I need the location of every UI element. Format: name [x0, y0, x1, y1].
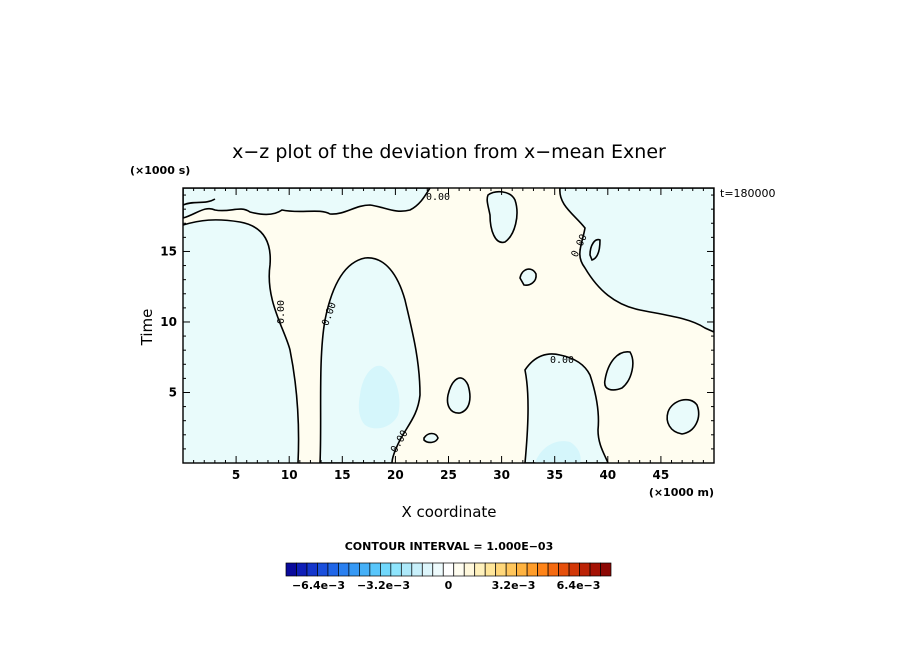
- colorbar-tick-label: 6.4e−3: [557, 579, 601, 592]
- x-tick-label: 25: [440, 468, 457, 482]
- negative-island-2: [666, 398, 700, 435]
- colorbar-swatch: [359, 562, 371, 577]
- negative-island-3: [603, 351, 634, 391]
- negative-region-top-left: [183, 188, 431, 219]
- colorbar-tick-label: −6.4e−3: [292, 579, 345, 592]
- colorbar-swatch: [600, 562, 612, 577]
- colorbar-swatch: [495, 562, 507, 577]
- colorbar-swatch: [380, 562, 392, 577]
- x-tick-label: 35: [546, 468, 563, 482]
- colorbar-swatch: [421, 562, 434, 577]
- x-tick-label: 40: [599, 468, 616, 482]
- colorbar: [285, 562, 612, 577]
- chart-title: x−z plot of the deviation from x−mean Ex…: [232, 141, 666, 163]
- negative-region-top-right: [559, 188, 714, 333]
- colorbar-tick-label: 3.2e−3: [492, 579, 536, 592]
- colorbar-swatch: [589, 562, 601, 577]
- zero-contour-1: [183, 219, 300, 463]
- x-tick-label: 30: [493, 468, 510, 482]
- colorbar-swatch: [547, 562, 559, 577]
- zero-contour-2: [183, 198, 216, 206]
- x-units-label: (×1000 m): [649, 486, 714, 499]
- colorbar-swatch: [400, 562, 413, 577]
- colorbar-swatch: [568, 562, 580, 577]
- colorbar-swatch: [442, 562, 455, 577]
- colorbar-swatch: [558, 562, 570, 577]
- colorbar-swatch: [484, 562, 497, 577]
- colorbar-swatch: [285, 562, 297, 577]
- colorbar-swatch: [327, 562, 339, 577]
- negative-region-lower-right: [524, 353, 609, 463]
- negative-region-col: [183, 219, 299, 463]
- colorbar-swatch: [537, 562, 549, 577]
- colorbar-swatch: [369, 562, 381, 577]
- colorbar-swatch: [505, 562, 517, 577]
- colorbar-swatch: [348, 562, 360, 577]
- colorbar-swatch: [579, 562, 591, 577]
- colorbar-swatch: [526, 562, 538, 577]
- negative-island-6: [589, 238, 601, 261]
- colorbar-swatch: [411, 562, 423, 577]
- x-axis-title: X coordinate: [401, 503, 496, 521]
- y-units-label: (×1000 s): [130, 164, 190, 177]
- contour-label-6: 0.00: [550, 355, 574, 366]
- colorbar-swatch: [338, 562, 350, 577]
- colorbar-swatch: [317, 562, 329, 577]
- colorbar-tick-label: 0: [445, 579, 453, 592]
- colorbar-swatch: [432, 562, 444, 577]
- x-tick-label: 5: [232, 468, 240, 482]
- axes: 5 10 15 20 25 30 35 40 45 5 10 15: [160, 188, 714, 482]
- colorbar-swatch: [474, 562, 486, 577]
- colorbar-ticks: −6.4e−3 −3.2e−3 0 3.2e−3 6.4e−3: [292, 579, 600, 592]
- timestamp-label: t=180000: [720, 187, 776, 200]
- zero-contours: [183, 198, 300, 463]
- contour-interval-label: CONTOUR INTERVAL = 1.000E−03: [345, 540, 554, 553]
- negative-island-5: [423, 432, 439, 444]
- negative-region-top-mid: [486, 190, 518, 244]
- x-tick-label: 10: [281, 468, 298, 482]
- contour-label-4: 0.00: [426, 192, 450, 203]
- negative-island-1: [446, 377, 471, 414]
- plot-area: 0.00 0.00 0.00 0.00 0.00 0.00: [183, 188, 714, 463]
- negative-core-central: [358, 365, 400, 429]
- colorbar-swatch: [390, 562, 402, 577]
- negative-island-4: [519, 268, 537, 286]
- contour-label-1: 0.00: [276, 300, 287, 324]
- x-tick-label: 20: [387, 468, 404, 482]
- negative-core-bottom: [535, 441, 581, 463]
- y-tick-label: 15: [160, 244, 177, 258]
- x-tick-label: 15: [334, 468, 351, 482]
- colorbar-swatch: [516, 562, 528, 577]
- y-axis-title: Time: [138, 309, 156, 347]
- x-tick-label: 45: [653, 468, 670, 482]
- colorbar-swatch: [463, 562, 476, 577]
- colorbar-swatch: [306, 562, 318, 577]
- colorbar-tick-label: −3.2e−3: [357, 579, 410, 592]
- colorbar-swatch: [453, 562, 465, 577]
- negative-cores: [358, 365, 581, 463]
- y-tick-label: 10: [160, 315, 177, 329]
- colorbar-swatch: [296, 562, 308, 577]
- y-tick-label: 5: [169, 385, 177, 399]
